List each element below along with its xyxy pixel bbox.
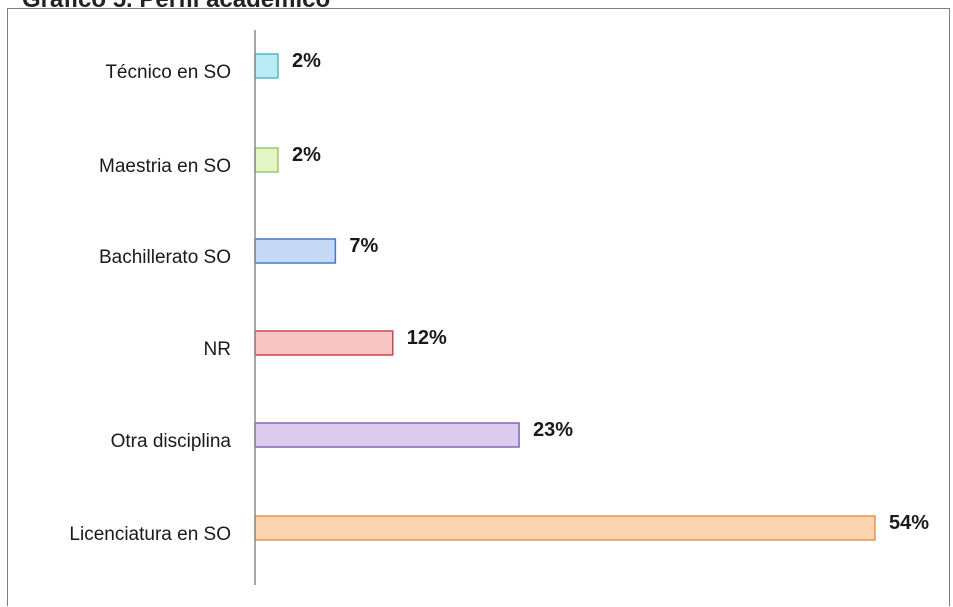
category-label-2: Bachillerato SO [99, 247, 231, 268]
bar-4 [254, 422, 520, 448]
chart-frame [7, 8, 950, 606]
value-label-0: 2% [292, 50, 321, 72]
bar-2 [254, 238, 337, 264]
category-labels-group: Técnico en SO Maestria en SO Bachillerato … [69, 62, 231, 545]
value-label-2: 7% [349, 235, 378, 257]
value-labels-group: 2% 2% 7% 12% 23% 54% [292, 50, 929, 534]
category-label-4: Otra disciplina [111, 431, 232, 452]
category-label-3: NR [204, 339, 231, 360]
value-label-3: 12% [407, 327, 447, 349]
category-label-5: Licenciatura en SO [69, 524, 231, 545]
bar-5 [254, 515, 876, 541]
value-label-4: 23% [533, 419, 573, 441]
bars-group [254, 53, 876, 541]
bar-0 [254, 53, 279, 79]
chart-title: Gráfico 5. Perfil académico [22, 0, 330, 14]
category-label-0: Técnico en SO [105, 62, 231, 83]
bar-1 [254, 147, 279, 173]
value-label-1: 2% [292, 144, 321, 166]
bar-3 [254, 330, 394, 356]
value-label-5: 54% [889, 512, 929, 534]
category-label-1: Maestria en SO [99, 156, 231, 177]
